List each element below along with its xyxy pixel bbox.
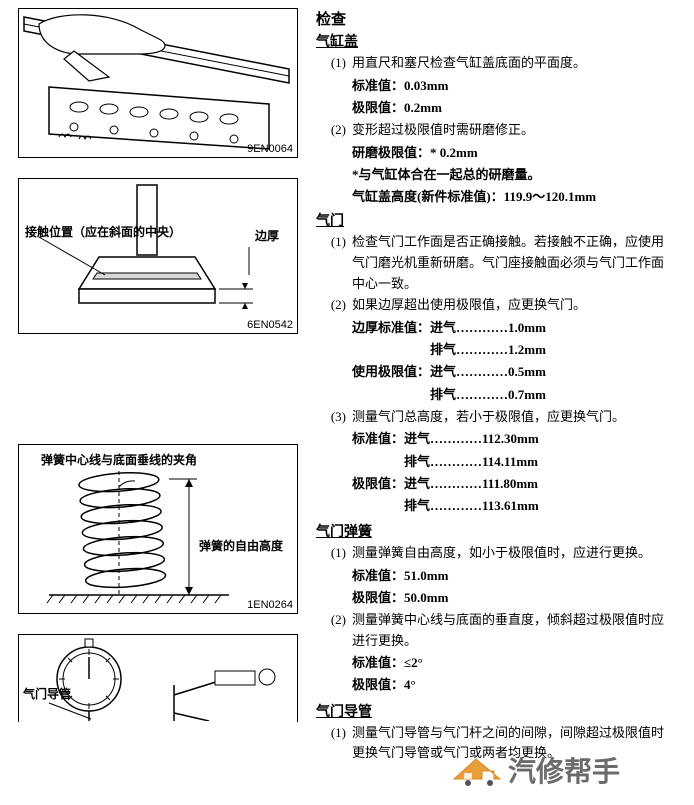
item-text: 检查气门工作面是否正确接触。若接触不正确，应使用气门磨光机重新研磨。气门座接触面… (352, 232, 674, 294)
item: (2) 测量弹簧中心线与底面的垂直度，倾斜超过极限值时应进行更换。 (316, 610, 674, 652)
figure-id-3: 1EN0264 (247, 599, 293, 611)
spec-head-height: 气缸盖高度(新件标准值)：119.9～120.1mm (316, 186, 674, 208)
spec-height-std-ex: 排气…………114.11mm (316, 451, 674, 473)
figure3-label-height: 弹簧的自由高度 (199, 537, 283, 554)
text-column: 检查 气缸盖 (1) 用直尺和塞尺检查气缸盖底面的平面度。 标准值：0.03mm… (310, 0, 694, 773)
spec-standard: 标准值：0.03mm (316, 75, 674, 97)
subtitle-valve: 气门 (316, 210, 674, 230)
item-number: (2) (316, 120, 352, 141)
spec-edge-lim-ex: 排气…………0.7mm (316, 384, 674, 406)
item-text: 变形超过极限值时需研磨修正。 (352, 120, 674, 141)
section-title: 检查 (316, 8, 674, 29)
item: (3) 测量气门总高度，若小于极限值，应更换气门。 (316, 407, 674, 428)
figure-spring: 弹簧中心线与底面垂线的夹角 弹簧的自由高度 1EN0264 (18, 444, 298, 614)
spec-angle-std: 标准值：≤2° (316, 652, 674, 674)
item-text: 测量弹簧自由高度，如小于极限值时，应进行更换。 (352, 543, 674, 564)
spec-edge-std: 边厚标准值：进气…………1.0mm (316, 317, 674, 339)
subtitle-valve-guide: 气门导管 (316, 701, 674, 721)
item-text: 如果边厚超出使用极限值，应更换气门。 (352, 295, 674, 316)
figure-valve-guide: 气门导管 (18, 634, 298, 722)
figure4-label-guide: 气门导管 (23, 685, 71, 702)
item-number: (1) (316, 543, 352, 564)
spec-edge-std-ex: 排气…………1.2mm (316, 339, 674, 361)
figure2-label-edge: 边厚 (255, 227, 279, 244)
spec-height-std: 标准值：进气…………112.30mm (316, 428, 674, 450)
subtitle-spring: 气门弹簧 (316, 521, 674, 541)
figure-id-2: 6EN0542 (247, 319, 293, 331)
item-text: 测量弹簧中心线与底面的垂直度，倾斜超过极限值时应进行更换。 (352, 610, 674, 652)
item-number: (2) (316, 295, 352, 316)
item: (2) 变形超过极限值时需研磨修正。 (316, 120, 674, 141)
watermark-text: 汽修帮手 (508, 756, 620, 787)
spec-limit: 极限值：0.2mm (316, 97, 674, 119)
item: (1) 检查气门工作面是否正确接触。若接触不正确，应使用气门磨光机重新研磨。气门… (316, 232, 674, 294)
figure2-label-contact: 接触位置（应在斜面的中央） (25, 223, 181, 240)
spec-edge-lim: 使用极限值：进气…………0.5mm (316, 361, 674, 383)
item: (1) 用直尺和塞尺检查气缸盖底面的平面度。 (316, 53, 674, 74)
item-number: (3) (316, 407, 352, 428)
item-number: (2) (316, 610, 352, 652)
spec-grind-limit: 研磨极限值：* 0.2mm (316, 142, 674, 164)
item: (1) 测量弹簧自由高度，如小于极限值时，应进行更换。 (316, 543, 674, 564)
figure-column: 9EN0064 接触位 (0, 0, 310, 773)
spec-spring-std: 标准值：51.0mm (316, 565, 674, 587)
figure-valve: 接触位置（应在斜面的中央） 边厚 6EN0542 (18, 178, 298, 334)
item-text: 用直尺和塞尺检查气缸盖底面的平面度。 (352, 53, 674, 74)
figure-cylinder-head: 9EN0064 (18, 8, 298, 158)
item: (2) 如果边厚超出使用极限值，应更换气门。 (316, 295, 674, 316)
watermark-logo: 汽修帮手 (446, 749, 666, 791)
subtitle-cylinder-head: 气缸盖 (316, 31, 674, 51)
figure-id-1: 9EN0064 (247, 143, 293, 155)
spec-height-lim-ex: 排气…………113.61mm (316, 495, 674, 517)
item-number: (1) (316, 53, 352, 74)
spec-note: *与气缸体合在一起总的研磨量。 (316, 164, 674, 186)
item-number: (1) (316, 232, 352, 294)
figure3-label-angle: 弹簧中心线与底面垂线的夹角 (41, 451, 197, 468)
item-text: 测量气门总高度，若小于极限值，应更换气门。 (352, 407, 674, 428)
item-number: (1) (316, 723, 352, 765)
spec-angle-lim: 极限值：4° (316, 674, 674, 696)
spec-spring-lim: 极限值：50.0mm (316, 587, 674, 609)
spec-height-lim: 极限值：进气…………111.80mm (316, 473, 674, 495)
